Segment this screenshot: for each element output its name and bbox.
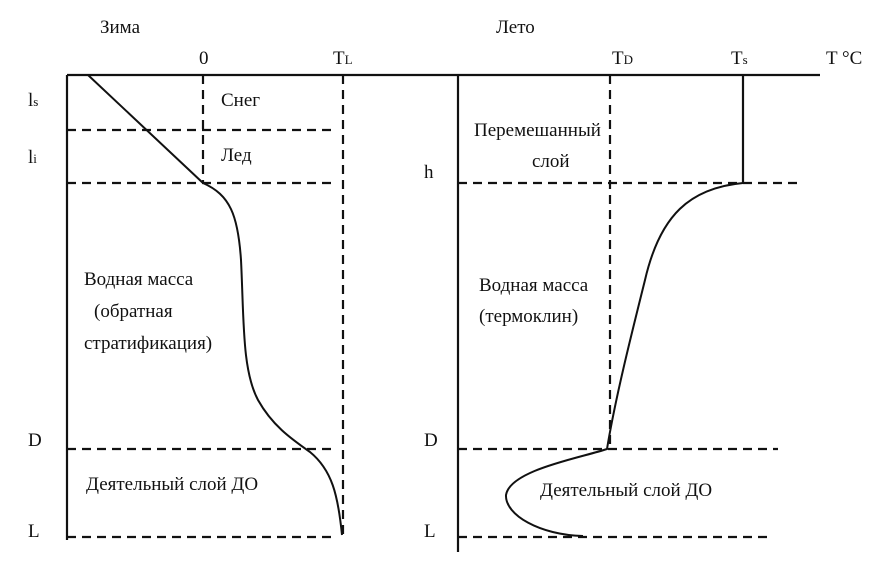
depth-label: D [28, 430, 42, 451]
zone-label: Водная масса [479, 275, 589, 296]
axis-label: TL [333, 48, 353, 69]
zone-label: Водная масса [84, 269, 194, 290]
depth-label: D [424, 430, 438, 451]
axes [65, 73, 820, 552]
zone-label: Перемешанный [474, 120, 601, 141]
title: Лето [496, 17, 535, 38]
depth-label: li [28, 147, 37, 168]
zone-label: Лед [221, 145, 252, 166]
depth-label: h [424, 162, 434, 183]
axis-label: 0 [199, 48, 209, 69]
zone-label: (термоклин) [479, 306, 578, 327]
labels: Зима 0 TL ls li D L Снег Лед Водная масс… [28, 17, 862, 542]
zone-label: Деятельный слой ДО [540, 480, 712, 501]
axis-label: Ts [731, 48, 748, 69]
depth-label: ls [28, 90, 38, 111]
depth-label: L [424, 521, 436, 542]
summer-profile [504, 182, 744, 537]
winter-profile [87, 74, 343, 536]
axis-label: TD [612, 48, 633, 69]
zone-label: Снег [221, 90, 260, 111]
title: Зима [100, 17, 141, 38]
zone-label: Деятельный слой ДО [86, 474, 258, 495]
zone-label: слой [532, 151, 570, 172]
zone-label: стратификация) [84, 333, 212, 354]
axis-label: T °C [826, 48, 862, 69]
dashed-lines [67, 75, 800, 539]
depth-label: L [28, 521, 40, 542]
zone-label: (обратная [94, 301, 173, 322]
